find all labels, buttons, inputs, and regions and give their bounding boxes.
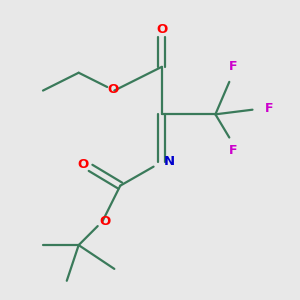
Text: O: O	[107, 82, 118, 96]
Text: F: F	[265, 102, 273, 115]
Text: O: O	[100, 215, 111, 228]
Text: F: F	[229, 143, 238, 157]
Text: N: N	[164, 155, 175, 168]
Text: F: F	[229, 60, 238, 73]
Text: O: O	[77, 158, 89, 171]
Text: O: O	[156, 23, 167, 36]
